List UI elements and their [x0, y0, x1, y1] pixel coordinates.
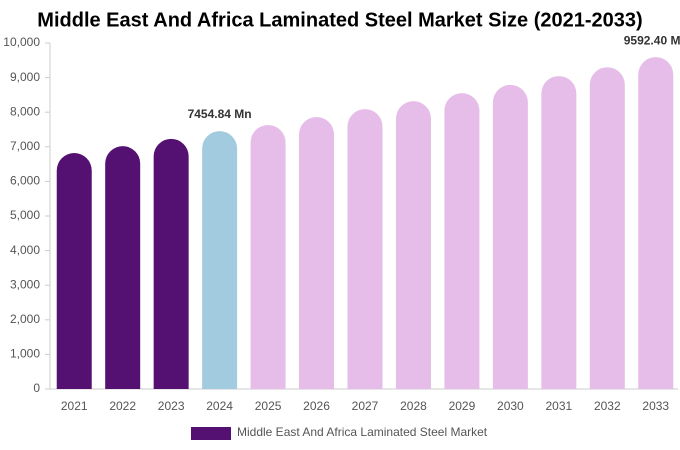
x-tick-label: 2026	[303, 399, 330, 413]
bar	[299, 117, 335, 389]
x-tick-label: 2027	[352, 399, 379, 413]
x-tick-label: 2025	[255, 399, 282, 413]
bar	[56, 153, 92, 389]
y-tick-label: 1,000	[10, 347, 40, 361]
bar	[202, 131, 238, 389]
bar	[250, 125, 286, 389]
bar	[347, 109, 383, 389]
x-tick-label: 2028	[400, 399, 427, 413]
x-tick-label: 2021	[61, 399, 88, 413]
y-tick-label: 7,000	[10, 139, 40, 153]
bar	[395, 101, 431, 390]
y-tick-label: 2,000	[10, 312, 40, 326]
bar	[589, 67, 625, 389]
bar	[492, 84, 528, 390]
y-tick-label: 3,000	[10, 277, 40, 291]
bar	[153, 138, 189, 389]
y-tick-label: 0	[33, 381, 40, 395]
y-tick-label: 5,000	[10, 208, 40, 222]
legend-label: Middle East And Africa Laminated Steel M…	[237, 425, 488, 439]
x-tick-label: 2033	[642, 399, 669, 413]
x-tick-label: 2030	[497, 399, 524, 413]
y-tick-label: 8,000	[10, 104, 40, 118]
bar	[541, 76, 577, 389]
x-tick-label: 2024	[206, 399, 233, 413]
value-label: 9592.40 Mn	[624, 33, 680, 47]
y-tick-label: 10,000	[3, 35, 40, 49]
x-tick-label: 2029	[449, 399, 476, 413]
x-tick-label: 2032	[594, 399, 621, 413]
x-tick-label: 2031	[545, 399, 572, 413]
y-tick-label: 4,000	[10, 243, 40, 257]
bar	[638, 57, 674, 389]
bar	[105, 146, 141, 389]
bar	[444, 93, 480, 390]
legend-swatch	[191, 427, 231, 440]
chart-title: Middle East And Africa Laminated Steel M…	[37, 9, 642, 31]
value-label: 7454.84 Mn	[188, 107, 252, 121]
y-tick-label: 9,000	[10, 70, 40, 84]
y-tick-label: 6,000	[10, 174, 40, 188]
x-tick-label: 2023	[158, 399, 185, 413]
x-tick-label: 2022	[109, 399, 136, 413]
